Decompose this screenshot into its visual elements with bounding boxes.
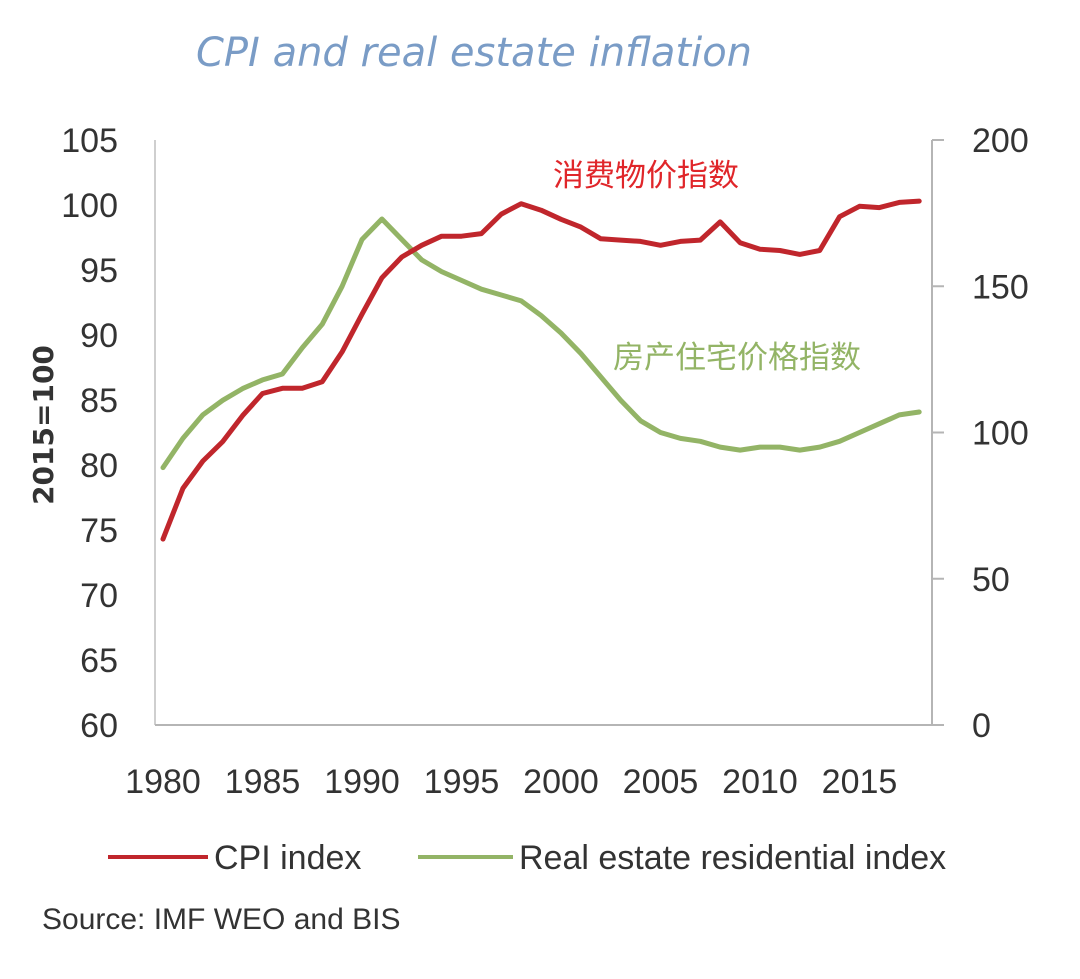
x-tick-label: 1980	[125, 763, 201, 801]
x-tick-label: 2010	[722, 763, 798, 801]
x-tick-label: 1985	[225, 763, 301, 801]
x-tick-label: 2005	[623, 763, 699, 801]
left-tick-label: 100	[61, 187, 118, 225]
right-tick-label: 150	[972, 268, 1029, 306]
y-axis-label: 2015=100	[27, 345, 60, 505]
real-estate-series-line	[160, 216, 922, 471]
x-tick-label: 2000	[523, 763, 599, 801]
x-tick-label: 2015	[822, 763, 898, 801]
left-tick-label: 85	[80, 382, 118, 420]
right-tick-label: 0	[972, 707, 991, 745]
x-tick-labels: 1980 1985 1990 1995 2000 2005 2010 2015	[125, 763, 897, 801]
legend-real-estate-label: Real estate residential index	[519, 839, 946, 877]
left-tick-label: 95	[80, 252, 118, 290]
legend-cpi-label: CPI index	[214, 839, 361, 877]
series-lines	[160, 198, 922, 542]
left-tick-label: 75	[80, 512, 118, 550]
real-estate-annotation: 房产住宅价格指数	[613, 340, 861, 376]
right-tick-label: 100	[972, 415, 1029, 453]
x-tick-label: 1990	[324, 763, 400, 801]
right-tick-label: 50	[972, 561, 1010, 599]
source-note: Source: IMF WEO and BIS	[42, 903, 400, 936]
left-tick-label: 105	[61, 122, 118, 160]
chart-axes	[154, 140, 933, 726]
left-tick-label: 70	[80, 577, 118, 615]
left-tick-label: 90	[80, 317, 118, 355]
chart-title: CPI and real estate inflation	[196, 30, 752, 76]
left-tick-label: 60	[80, 707, 118, 745]
right-y-tick-labels: 0 50 100 150 200	[932, 122, 1029, 745]
legend: CPI index Real estate residential index	[108, 839, 946, 877]
left-y-tick-labels: 60 65 70 75 80 85 90 95 100 105	[61, 122, 118, 745]
x-tick-label: 1995	[424, 763, 500, 801]
left-tick-label: 80	[80, 447, 118, 485]
right-tick-label: 200	[972, 122, 1029, 160]
cpi-series-line	[160, 198, 922, 542]
left-tick-label: 65	[80, 642, 118, 680]
cpi-annotation: 消费物价指数	[553, 158, 739, 194]
